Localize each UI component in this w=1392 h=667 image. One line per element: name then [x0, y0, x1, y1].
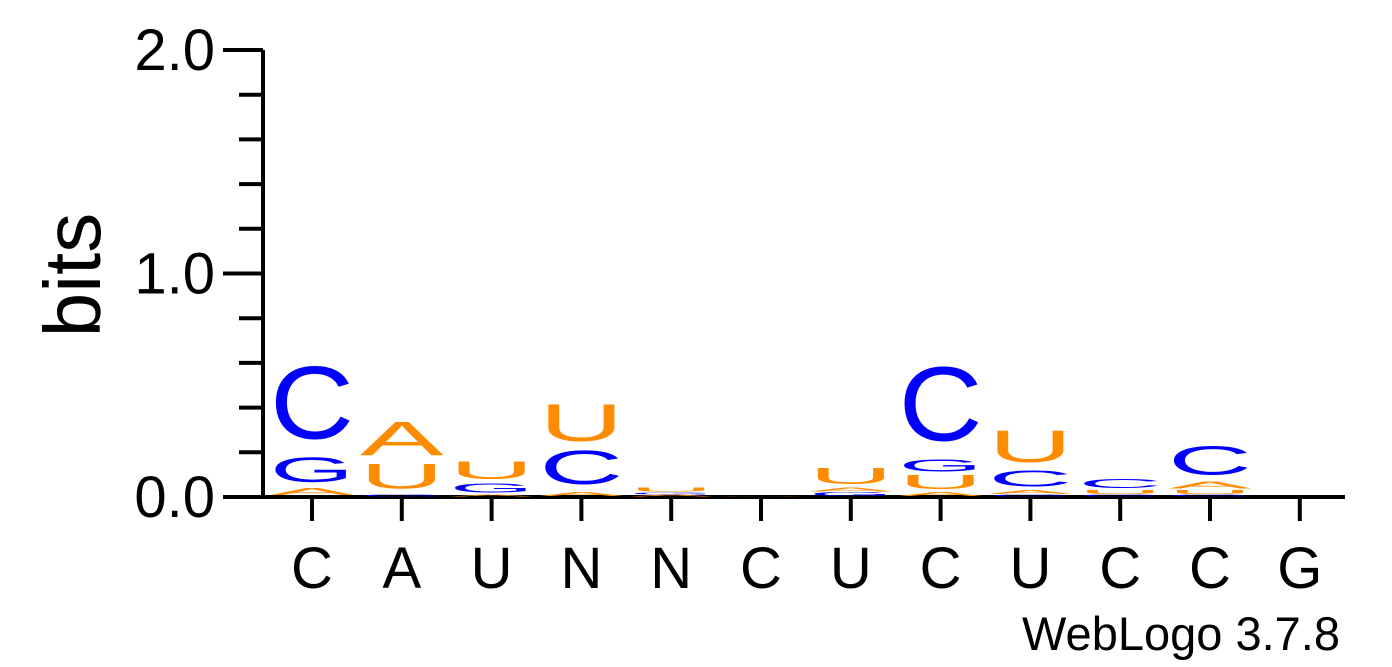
logo-letter-A: A: [719, 496, 803, 497]
x-tick-label: U: [830, 536, 872, 601]
x-tick-label: U: [1009, 536, 1051, 601]
logo-letter-C: C: [1168, 438, 1252, 483]
y-tick-label: 1.0: [134, 242, 215, 307]
x-tick-label: C: [291, 536, 333, 601]
x-tick-label: U: [471, 536, 513, 601]
logo-letter-U: U: [899, 471, 983, 494]
logo-letter-C: C: [988, 466, 1072, 492]
logo-letter-G: G: [450, 481, 534, 495]
logo-letter-A: A: [450, 494, 534, 497]
logo-letter-G: G: [988, 494, 1072, 497]
axes: 0.01.02.0C A U N N C U C U C C G: [134, 18, 1345, 601]
logo-letter-A: A: [1168, 479, 1253, 490]
x-tick-label: N: [560, 536, 602, 601]
logo-letter-G: G: [899, 456, 983, 476]
logo-column: AGU: [450, 456, 534, 497]
x-tick-label: N: [650, 536, 692, 601]
logo-letter-U: U: [360, 457, 444, 496]
x-tick-label: G: [1277, 536, 1322, 601]
logo-column: ACU: [539, 393, 623, 497]
logo-column: AGU: [629, 487, 713, 497]
logo-column: AGC: [270, 346, 355, 498]
logo-letter-G: G: [360, 494, 444, 497]
logo-letter-U: U: [450, 456, 534, 484]
logo-letter-A: A: [629, 494, 713, 497]
logo-column: GUC: [1078, 477, 1162, 497]
logo-letter-U: U: [988, 421, 1072, 472]
logo-letter-U: U: [539, 393, 623, 452]
logo-letter-A: A: [989, 489, 1073, 495]
logo-column: GAU: [809, 463, 893, 497]
logo-letter-C: C: [899, 344, 983, 463]
x-tick-label: A: [382, 536, 421, 601]
logo-letter-U: U: [629, 487, 713, 493]
weblogo-version-label: WebLogo 3.7.8: [1022, 607, 1340, 660]
y-tick-label: 0.0: [134, 465, 215, 530]
x-tick-label: C: [1099, 536, 1141, 601]
logo-letter-A: A: [270, 486, 355, 497]
logo-column: A: [719, 496, 803, 497]
logo-letter-G: G: [270, 450, 354, 490]
logo-letter-G: G: [629, 492, 713, 495]
logo-letter-A: A: [360, 412, 445, 466]
logo-letter-G: G: [1078, 494, 1162, 497]
logo-letter-U: U: [1168, 489, 1252, 495]
logo-letter-C: C: [270, 346, 354, 462]
logo-letter-G: G: [809, 492, 893, 498]
x-tick-label: C: [740, 536, 782, 601]
y-tick-label: 2.0: [134, 18, 215, 83]
logo-column: GUA: [360, 412, 445, 497]
logo-letter-C: C: [1078, 477, 1162, 491]
logo-letter-C: C: [539, 440, 623, 494]
x-tick-label: C: [920, 536, 962, 601]
x-tick-label: C: [1189, 536, 1231, 601]
logo-letter-U: U: [809, 463, 893, 489]
y-axis-label: bits: [28, 213, 117, 338]
logo-letter-G: G: [1168, 494, 1252, 497]
logo-letter-A: A: [540, 492, 624, 498]
logo-letter-U: U: [1078, 489, 1162, 495]
logo-letter-A: A: [809, 487, 893, 493]
logo-letter-A: A: [899, 492, 983, 498]
